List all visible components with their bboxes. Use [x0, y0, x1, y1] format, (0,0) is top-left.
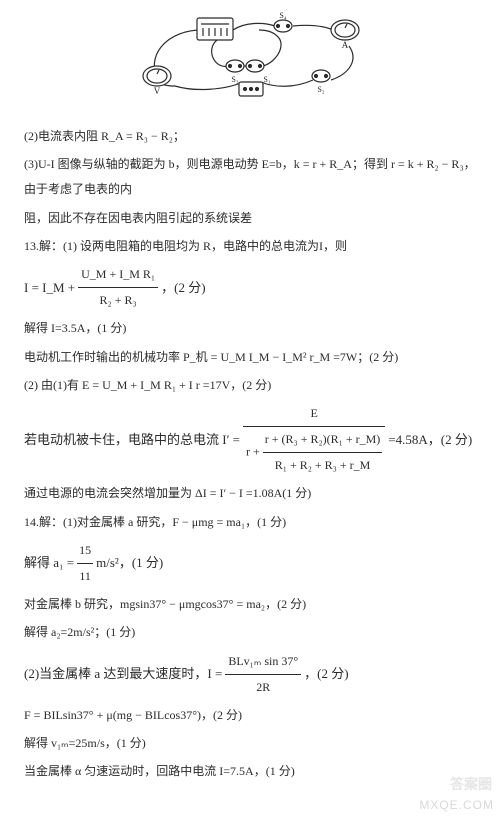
- page: S₄ A S₃ S₁ S: [0, 0, 500, 818]
- switch-s2-label: S₂: [317, 85, 324, 94]
- eq1-left: I = I_M +: [24, 279, 75, 297]
- a1-frac: 15 11: [77, 538, 93, 589]
- line-3a: (3)U-I 图像与纵轴的截距为 b，则电源电动势 E=b，k = r + R_…: [24, 152, 476, 202]
- line-v1m: 解得 v₁ₘ=25m/s，(1 分): [24, 731, 476, 756]
- watermark-text: MXQE.COM: [419, 798, 494, 812]
- a1-right: m/s²，(1 分): [96, 554, 163, 572]
- line-q13-1: 13.解：(1) 设两电阻箱的电阻均为 R，电路中的总电流为I，则: [24, 234, 476, 259]
- stall-right: =4.58A，(2 分): [388, 431, 472, 449]
- line-2: (2)电流表内阻 R_A = R₃ − R₂；: [24, 124, 476, 149]
- circuit-diagram-wrap: S₄ A S₃ S₁ S: [24, 10, 476, 114]
- line-uniform: 当金属棒 α 匀速运动时，回路中电流 I=7.5A，(1 分): [24, 759, 476, 784]
- circuit-diagram: S₄ A S₃ S₁ S: [135, 10, 365, 114]
- line-eq1: I = I_M + U_M + I_M R₁ R₂ + R₃ ，(2 分): [24, 262, 476, 313]
- line-3b: 阻，因此不存在因电表内阻引起的系统误差: [24, 206, 476, 231]
- line-rodb: 对金属棒 b 研究，mgsin37° − μmgcos37° = ma₂，(2 …: [24, 592, 476, 617]
- vmax-num: BLv₁ₘ sin 37°: [225, 649, 301, 675]
- a1-left: 解得 a₁ =: [24, 554, 74, 572]
- switch-s4-label: S₄: [279, 11, 286, 20]
- ammeter-label: A: [342, 40, 349, 50]
- a1-den: 11: [77, 564, 93, 589]
- stall-den-num: r + (R₃ + R₂)(R₁ + r_M): [263, 427, 383, 453]
- line-q14-2: (2)当金属棒 a 达到最大速度时，I = BLv₁ₘ sin 37° 2R ，…: [24, 649, 476, 700]
- a1-num: 15: [77, 538, 93, 564]
- stall-num: E: [243, 401, 385, 427]
- stall-den: r + r + (R₃ + R₂)(R₁ + r_M) R₁ + R₂ + R₃…: [243, 427, 385, 478]
- stall-den-frac: r + (R₃ + R₂)(R₁ + r_M) R₁ + R₂ + R₃ + r…: [263, 427, 383, 478]
- line-stall: 若电动机被卡住，电路中的总电流 I′ = E r + r + (R₃ + R₂)…: [24, 401, 476, 479]
- line-a2: 解得 a₂=2m/s²；(1 分): [24, 620, 476, 645]
- stall-den-den: R₁ + R₂ + R₃ + r_M: [263, 453, 383, 478]
- vmax-den: 2R: [225, 675, 301, 700]
- line-a1: 解得 a₁ = 15 11 m/s²，(1 分): [24, 538, 476, 589]
- switch-s3-label: S₃: [231, 75, 238, 84]
- eq1-den: R₂ + R₃: [78, 288, 158, 313]
- line-emf: (2) 由(1)有 E = U_M + I_M R₁ + I r =17V，(2…: [24, 373, 476, 398]
- stall-left: 若电动机被卡住，电路中的总电流 I′ =: [24, 431, 240, 449]
- vmax-frac: BLv₁ₘ sin 37° 2R: [225, 649, 301, 700]
- stall-den-top: r +: [246, 445, 263, 459]
- voltmeter-label: V: [154, 86, 161, 96]
- watermark-badge: 答案圈: [450, 774, 492, 794]
- stall-frac: E r + r + (R₃ + R₂)(R₁ + r_M) R₁ + R₂ + …: [243, 401, 385, 479]
- vmax-left: (2)当金属棒 a 达到最大速度时，I =: [24, 665, 222, 683]
- line-force: F = BILsin37° + μ(mg − BILcos37°)，(2 分): [24, 703, 476, 728]
- eq1-right: ，(2 分): [161, 279, 205, 297]
- line-q14-1: 14.解：(1)对金属棒 a 研究，F − μmg = ma₁，(1 分): [24, 510, 476, 535]
- line-delta: 通过电源的电流会突然增加量为 ΔI = I′ − I =1.08A(1 分): [24, 481, 476, 506]
- switch-s1-label: S₁: [263, 75, 270, 84]
- eq1-num: U_M + I_M R₁: [78, 262, 158, 288]
- eq1-frac: U_M + I_M R₁ R₂ + R₃: [78, 262, 158, 313]
- vmax-right: ，(2 分): [304, 665, 348, 683]
- line-sol1: 解得 I=3.5A，(1 分): [24, 316, 476, 341]
- line-power: 电动机工作时输出的机械功率 P_机 = U_M I_M − I_M² r_M =…: [24, 345, 476, 370]
